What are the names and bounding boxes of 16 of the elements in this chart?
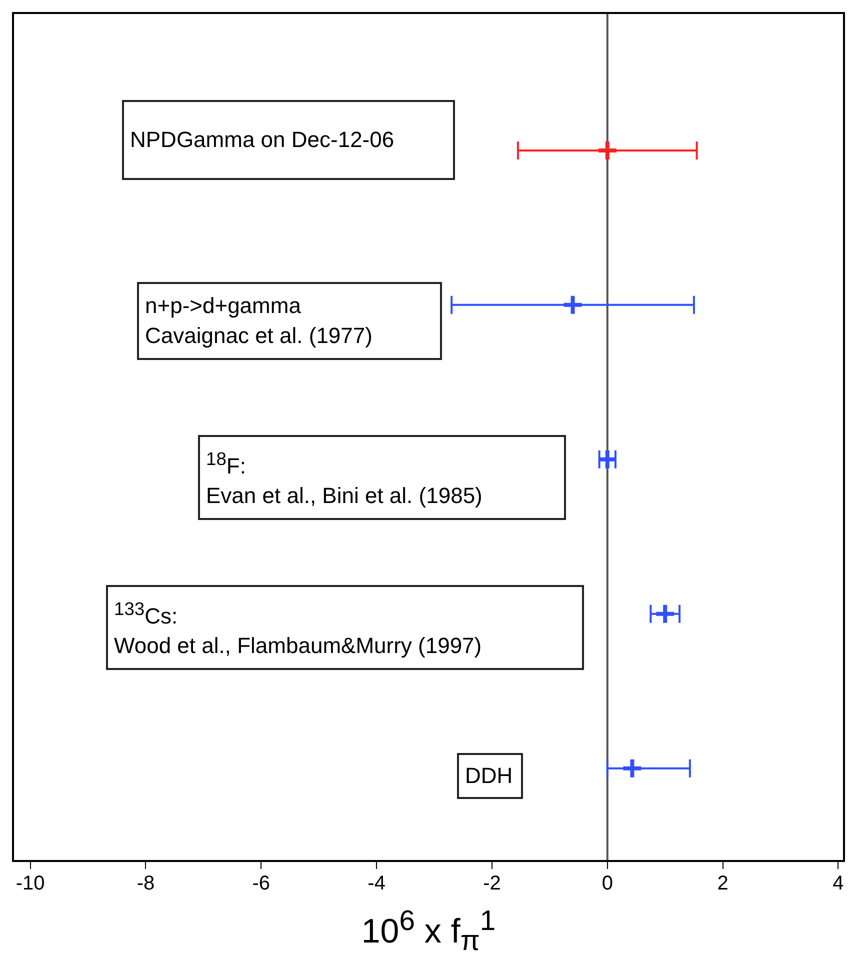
annotation: $^{18}$F: Evan et al., Bini et al. (1985) xyxy=(206,446,482,510)
x-tick-label: 4 xyxy=(832,872,844,895)
point xyxy=(654,602,676,625)
annotation: n+p->d+gamma Cavaignac et al. (1977) xyxy=(145,292,372,350)
x-tick-label: -2 xyxy=(483,872,501,895)
annotation: NPDGamma on Dec-12-06 xyxy=(130,126,394,154)
x-tick-label: -6 xyxy=(252,872,270,895)
x-tick-label: 0 xyxy=(602,872,613,895)
annotation: DDH xyxy=(465,762,513,790)
point xyxy=(562,294,584,316)
x-tick-label: 2 xyxy=(717,872,728,895)
x-tick-label: -4 xyxy=(368,872,386,895)
point xyxy=(621,757,644,780)
x-tick-label: -10 xyxy=(16,872,45,895)
x-tick-label: -8 xyxy=(136,872,155,895)
annotation: $^{133}$Cs: Wood et al., Flambaum&Murry (1997) xyxy=(114,596,482,660)
